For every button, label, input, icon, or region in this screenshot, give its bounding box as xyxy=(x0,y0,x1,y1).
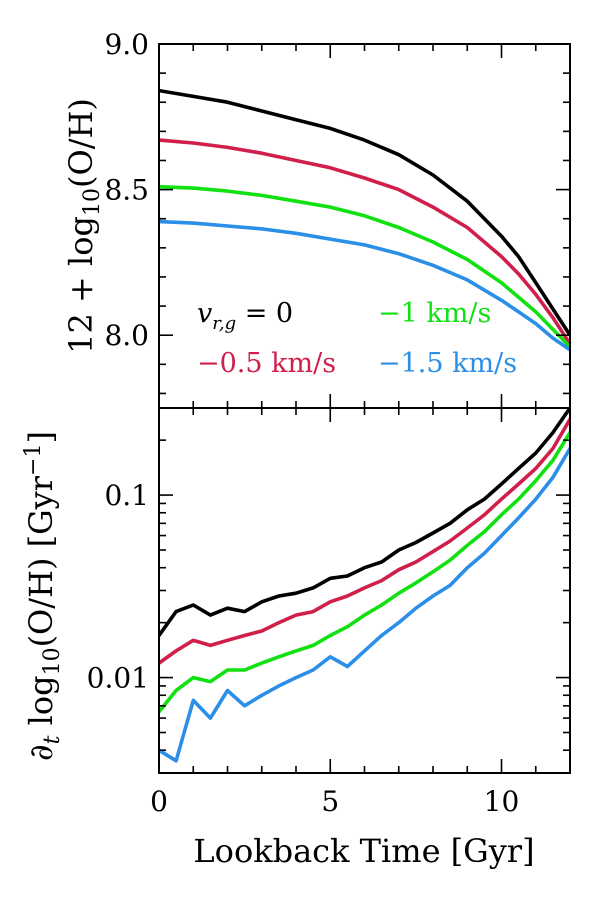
bottom-series-line-0 xyxy=(159,408,570,638)
legend-label-minus-1-5: −1.5 km/s xyxy=(378,348,517,379)
top-series-line-2 xyxy=(159,184,570,349)
bottom-x-tick-label-0: 0 xyxy=(150,785,168,818)
bottom-panel-frame xyxy=(158,407,571,774)
bottom-panel: 0.01 0.1 0 5 10 xyxy=(87,407,571,818)
x-axis-label: Lookback Time [Gyr] xyxy=(193,832,534,870)
top-panel: 8.0 8.5 9.0 xyxy=(104,28,571,409)
top-series-line-1 xyxy=(159,138,570,346)
top-y-tick-label-0: 8.0 xyxy=(104,319,149,352)
bottom-series-line-3 xyxy=(159,446,570,763)
bottom-x-tick-label-1: 5 xyxy=(321,785,339,818)
bottom-panel-ylabel: ∂t log10(O/H) [Gyr−1] xyxy=(21,431,65,761)
bottom-series-line-1 xyxy=(159,417,570,665)
legend-label-minus-1: −1 km/s xyxy=(378,298,491,329)
bottom-series-group xyxy=(159,408,570,763)
bottom-y-tick-label-1: 0.1 xyxy=(104,479,149,512)
legend-label-vrg0: vr,g = 0 xyxy=(197,298,293,334)
top-series-group xyxy=(159,88,570,352)
top-series-line-0 xyxy=(159,88,570,337)
legend-label-minus-0-5: −0.5 km/s xyxy=(197,348,336,379)
top-y-tick-label-1: 8.5 xyxy=(104,174,149,207)
bottom-series-line-2 xyxy=(159,430,570,714)
top-series-line-3 xyxy=(159,219,570,352)
bottom-x-tick-label-2: 10 xyxy=(484,785,520,818)
bottom-y-tick-label-0: 0.01 xyxy=(87,662,149,695)
top-panel-ylabel: 12 + log10(O/H) xyxy=(62,98,105,354)
top-y-tick-label-2: 9.0 xyxy=(104,28,149,61)
